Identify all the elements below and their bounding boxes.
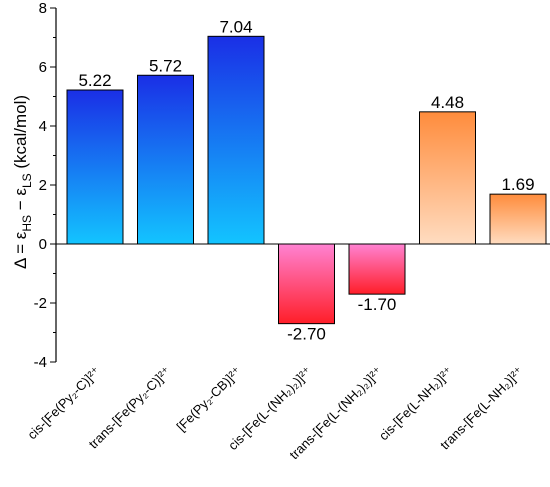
- y-title-ls: LS: [20, 173, 34, 188]
- bar-value-label: -2.70: [287, 325, 326, 344]
- bar-value-label: 7.04: [219, 17, 252, 36]
- y-tick-label: 0: [39, 236, 47, 253]
- bar: [348, 243, 406, 295]
- bar: [419, 111, 476, 245]
- data-labels-layer: 5.22 5.72 7.04 -2.70 -1.70 4.48 1.69: [78, 17, 534, 343]
- y-title-hs: HS: [20, 215, 34, 232]
- y-tick-label: 4: [39, 118, 47, 135]
- y-axis-title: Δ = εHS − εLS (kcal/mol): [11, 95, 34, 269]
- bar-value-label: 4.48: [431, 93, 464, 112]
- bar: [66, 89, 124, 245]
- x-category-label: cis-[Fe(L-NH₂)]²⁺: [376, 364, 456, 444]
- x-category-labels: cis-[Fe(Py₂-C)]²⁺trans-[Fe(Py₂-C)]²⁺ [Fe(…: [24, 364, 526, 463]
- y-title-units: (kcal/mol): [11, 95, 30, 173]
- bar-value-label: 1.69: [501, 175, 534, 194]
- x-category-label: cis-[Fe(Py₂-C)]²⁺: [24, 364, 103, 443]
- bar-value-label: 5.72: [149, 56, 182, 75]
- bar: [207, 35, 265, 245]
- y-tick-label: 6: [39, 59, 47, 76]
- bar: [137, 74, 194, 245]
- bar: [489, 193, 547, 245]
- x-category-label: [Fe(Py₂-CB)]²⁺: [174, 364, 245, 435]
- y-tick-label: 8: [39, 0, 47, 17]
- bar-value-label: -1.70: [358, 295, 397, 314]
- y-title-delta: Δ = ε: [11, 231, 30, 269]
- y-ticks-layer: -4 -2 0 2 4 6 8: [34, 0, 56, 371]
- bar-value-label: 5.22: [78, 71, 111, 90]
- y-tick-label: 2: [39, 177, 47, 194]
- y-tick-label: -2: [34, 295, 47, 312]
- y-title-minus: − ε: [11, 188, 30, 215]
- y-tick-label: -4: [34, 354, 47, 371]
- bar: [278, 243, 335, 325]
- bars-layer: [66, 35, 547, 325]
